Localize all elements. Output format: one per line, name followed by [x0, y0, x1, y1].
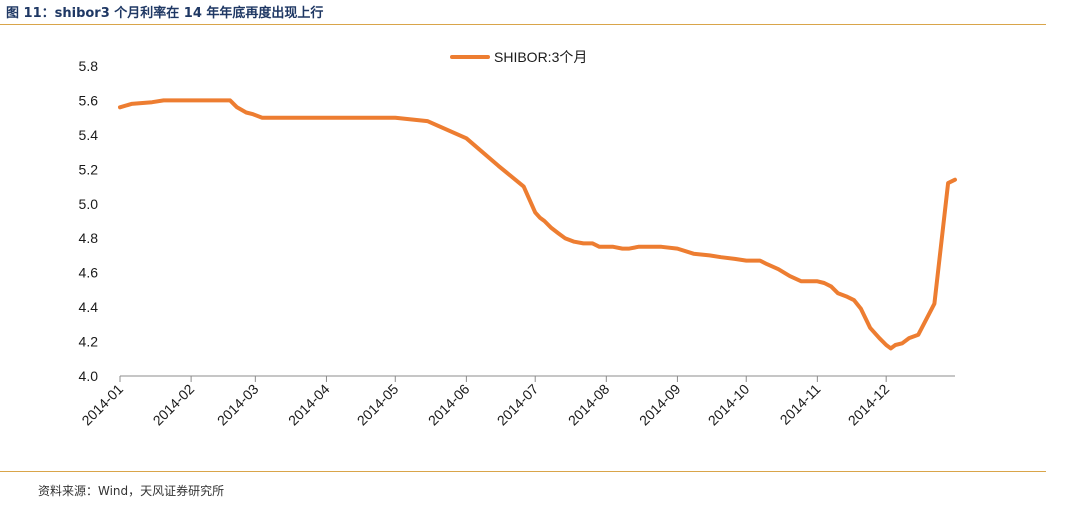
y-tick-label: 4.8	[79, 230, 99, 246]
line-chart: 5.85.65.45.25.04.84.64.44.24.0 2014-01 20…	[78, 49, 957, 429]
x-tick-label: 2014-09	[636, 381, 684, 429]
x-tick-label: 2014-06	[425, 381, 473, 429]
y-tick-label: 4.4	[79, 299, 99, 315]
bottom-divider	[0, 471, 1046, 472]
x-tick-label: 2014-10	[705, 381, 753, 429]
y-tick-label: 5.8	[79, 58, 99, 74]
x-tick-label: 2014-01	[78, 381, 126, 429]
legend: SHIBOR:3个月	[450, 49, 587, 65]
y-tick-label: 5.4	[79, 127, 99, 143]
y-tick-label: 5.2	[79, 161, 99, 177]
y-tick-label: 5.6	[79, 92, 99, 108]
source-note: 资料来源：Wind，天风证券研究所	[38, 484, 225, 498]
x-axis: 2014-01 2014-02 2014-03 2014-04 2014-05 2014-…	[78, 375, 955, 429]
x-tick-label: 2014-12	[845, 381, 893, 429]
y-tick-label: 4.2	[79, 334, 99, 350]
series-layer	[118, 98, 957, 351]
y-tick-label: 5.0	[79, 196, 99, 212]
y-tick-label: 4.6	[79, 265, 99, 281]
x-tick-label: 2014-05	[354, 381, 402, 429]
x-tick-label: 2014-07	[494, 381, 542, 429]
y-tick-label: 4.0	[79, 368, 99, 384]
y-axis: 5.8 5.6 5.4 5.2 5.0 4.8 4.6 4.4 4.2 4.0	[79, 58, 99, 384]
x-tick-label: 2014-03	[214, 381, 262, 429]
top-divider	[0, 24, 1046, 25]
x-tick-label: 2014-04	[285, 381, 333, 429]
figure-title: 图 11：shibor3 个月利率在 14 年年底再度出现上行	[6, 6, 324, 21]
x-tick-label: 2014-08	[565, 381, 613, 429]
x-tick-label: 2014-11	[777, 381, 824, 428]
x-tick-label: 2014-02	[150, 381, 198, 429]
legend-label: SHIBOR:3个月	[494, 49, 587, 65]
series-line-shibor-3m	[118, 98, 957, 351]
